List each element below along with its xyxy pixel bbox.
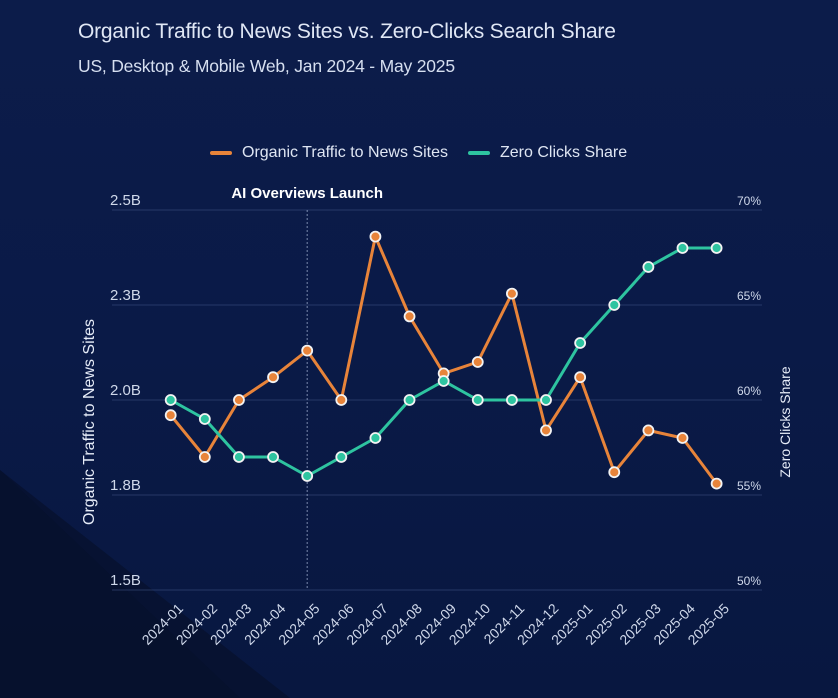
data-point-zero-clicks: [471, 394, 484, 406]
y-tick-label: 2.5B: [110, 192, 141, 209]
data-point-organic: [540, 424, 552, 437]
series-line-zero-clicks: [169, 246, 717, 478]
y-axis-label: Organic Traffic to News Sites: [81, 319, 98, 525]
legend-item-organic[interactable]: Organic Traffic to News Sites: [210, 144, 448, 162]
data-point-organic: [642, 424, 655, 437]
legend-label-zero-clicks: Zero Clicks Share: [500, 144, 628, 161]
y-tick-label: 2.3B: [110, 287, 141, 304]
y2-tick-label: 50%: [737, 574, 761, 588]
data-point-organic: [164, 409, 177, 422]
data-point-organic: [335, 394, 348, 406]
data-point-organic: [267, 371, 279, 384]
data-point-organic: [608, 466, 621, 479]
y2-tick-label: 65%: [737, 289, 761, 303]
legend-item-zero-clicks[interactable]: Zero Clicks Share: [468, 144, 627, 162]
data-point-zero-clicks: [642, 261, 655, 273]
legend-label-organic: Organic Traffic to News Sites: [242, 144, 448, 161]
ai-overviews-launch-label: AI Overviews Launch: [231, 185, 383, 202]
y2-tick-label: 55%: [737, 479, 761, 493]
data-point-zero-clicks: [267, 451, 279, 463]
data-point-organic: [301, 344, 314, 357]
data-point-organic: [505, 287, 518, 300]
y2-tick-label: 60%: [737, 384, 761, 398]
data-point-zero-clicks: [335, 451, 348, 463]
chart-title: Organic Traffic to News Sites vs. Zero-C…: [78, 20, 616, 43]
data-point-organic: [198, 451, 211, 463]
data-point-organic: [471, 356, 484, 368]
data-point-zero-clicks: [164, 394, 177, 406]
data-point-organic: [369, 230, 382, 243]
data-point-zero-clicks: [437, 375, 450, 387]
y-tick-label: 2.0B: [110, 382, 141, 399]
y-tick-label: 1.8B: [110, 477, 141, 494]
data-point-organic: [574, 371, 587, 384]
legend-swatch-zero-clicks: [468, 151, 490, 155]
chart-subtitle: US, Desktop & Mobile Web, Jan 2024 - May…: [78, 56, 455, 76]
legend: Organic Traffic to News Sites Zero Click…: [210, 144, 647, 162]
data-point-zero-clicks: [574, 337, 587, 349]
y2-tick-label: 70%: [737, 194, 761, 208]
data-point-zero-clicks: [403, 394, 416, 406]
y2-axis-label: Zero Clicks Share: [777, 366, 793, 477]
data-point-zero-clicks: [233, 451, 245, 463]
data-point-zero-clicks: [505, 394, 518, 406]
data-point-organic: [403, 310, 416, 323]
data-point-organic: [233, 394, 245, 406]
data-point-zero-clicks: [369, 432, 382, 444]
data-point-zero-clicks: [198, 413, 211, 425]
data-point-zero-clicks: [676, 242, 689, 254]
y-tick-label: 1.5B: [110, 572, 141, 589]
series-line-organic: [169, 235, 718, 485]
data-point-zero-clicks: [608, 299, 621, 311]
data-point-organic: [710, 477, 723, 490]
data-point-zero-clicks: [710, 242, 723, 254]
data-point-zero-clicks: [540, 394, 552, 406]
legend-swatch-organic: [210, 151, 232, 155]
data-point-zero-clicks: [301, 470, 314, 482]
data-point-organic: [676, 432, 689, 444]
